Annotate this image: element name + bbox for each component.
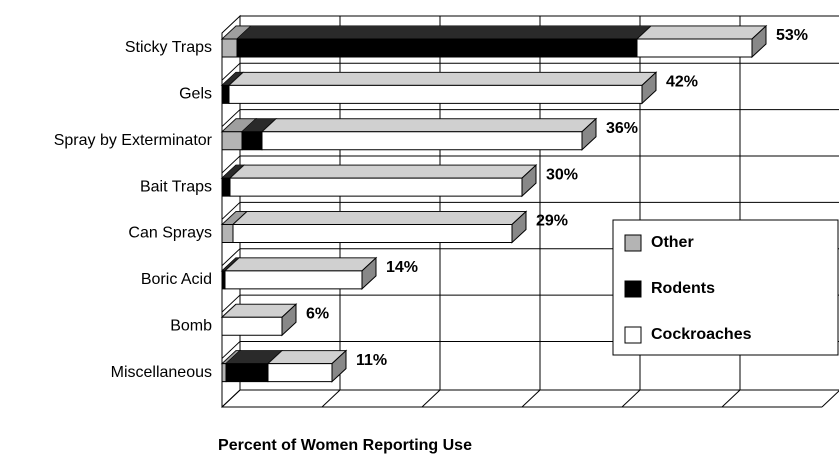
row-line [221, 248, 241, 267]
bar [221, 224, 234, 243]
y-tick-label: Miscellaneous [111, 364, 212, 381]
bar [221, 177, 231, 197]
row-line [221, 341, 241, 359]
bar-top-shade [242, 118, 276, 132]
bar-top-shade [229, 72, 656, 86]
bar [221, 316, 283, 336]
bar-end [751, 24, 767, 59]
bar-top-shade [237, 26, 651, 39]
bar-top-shade [268, 350, 346, 364]
bar-top-shade [222, 26, 251, 39]
bar-top-shade [262, 118, 596, 132]
bar-top-shade [233, 211, 526, 225]
bar-top-shade [222, 350, 240, 364]
bar [241, 131, 263, 151]
y-tick-label: Spray by Exterminator [54, 132, 213, 149]
legend-label: Rodents [651, 280, 715, 297]
bar [261, 131, 583, 151]
legend-swatch [624, 234, 642, 252]
value-label: 29% [536, 213, 568, 230]
value-label: 6% [306, 305, 329, 322]
bar [225, 363, 269, 383]
bar-top-shade [222, 118, 256, 132]
bar-top-shade [637, 26, 766, 39]
bar-end [521, 163, 537, 198]
bar-top-shade [222, 72, 243, 86]
row-line [221, 201, 241, 220]
value-label: 42% [666, 74, 698, 91]
grid-line [721, 16, 741, 408]
grid-line [621, 16, 641, 408]
value-label: 36% [606, 120, 638, 137]
value-label: 14% [386, 259, 418, 276]
bar-top-shade [225, 257, 376, 271]
value-label: 11% [356, 352, 387, 369]
legend-swatch [624, 280, 642, 298]
bar-top-shade [226, 350, 282, 364]
y-tick-label: Boric Acid [141, 271, 212, 288]
bar [236, 38, 638, 58]
bar [221, 84, 230, 104]
bar [267, 363, 333, 383]
value-label: 30% [546, 166, 578, 183]
row-line [221, 62, 241, 81]
y-tick-label: Bait Traps [140, 178, 212, 195]
bar-top-shade [230, 165, 536, 179]
bar-end [331, 349, 347, 383]
legend-swatch [624, 326, 642, 344]
row-line [221, 155, 241, 174]
grid-line [821, 390, 839, 408]
bar-end [511, 210, 527, 244]
legend-box [612, 219, 839, 356]
bar [224, 270, 363, 290]
row-line [221, 109, 241, 127]
bar-top-shade [222, 165, 244, 179]
bar-end [581, 117, 597, 151]
legend-label: Other [651, 234, 694, 251]
bar [221, 38, 238, 58]
bar [229, 177, 523, 197]
y-tick-label: Bomb [170, 317, 212, 334]
bar [228, 84, 643, 104]
bar-top-shade [222, 304, 296, 318]
row-line [221, 294, 241, 313]
value-label: 53% [776, 27, 808, 44]
y-tick-label: Sticky Traps [125, 39, 212, 56]
bar [232, 224, 513, 243]
bar [221, 363, 227, 383]
bar [636, 38, 753, 58]
y-tick-label: Gels [179, 86, 212, 103]
bar-end [361, 256, 377, 291]
legend-label: Cockroaches [651, 326, 752, 343]
bar-end [641, 71, 657, 105]
bar-top-shade [222, 257, 239, 271]
x-axis-title: Percent of Women Reporting Use [218, 437, 472, 454]
bar-top-shade [222, 211, 247, 225]
bar-end [281, 303, 297, 337]
bar [221, 131, 243, 151]
y-tick-label: Can Sprays [128, 225, 212, 242]
